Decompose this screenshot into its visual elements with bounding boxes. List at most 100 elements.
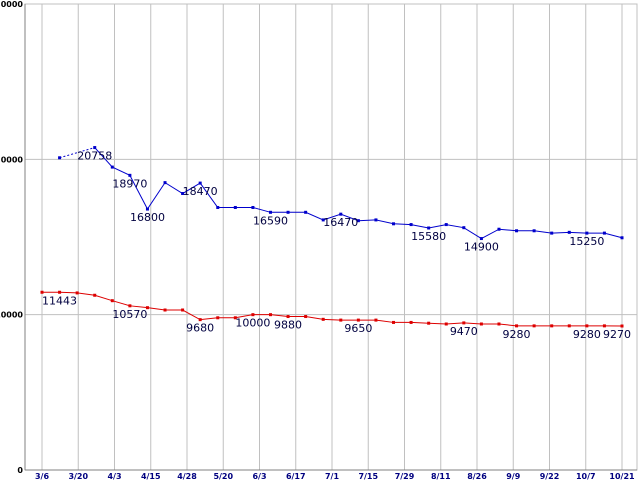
series-0-point (392, 222, 396, 226)
series-group (40, 146, 624, 328)
series-1-point (233, 316, 237, 320)
data-label: 16800 (130, 211, 165, 224)
axes (24, 4, 637, 471)
series-1-point (602, 324, 606, 328)
data-label: 10000 (235, 317, 270, 330)
data-label: 15580 (411, 230, 446, 243)
series-0-point (93, 146, 97, 150)
y-tick-label: 0 (17, 466, 23, 475)
x-tick-label: 10/7 (576, 472, 596, 480)
series-0-point (145, 207, 149, 211)
series-0-point (374, 218, 378, 222)
series-1-point (550, 324, 554, 328)
y-tick-label: 10000 (0, 311, 23, 320)
x-tick-label: 8/11 (431, 472, 451, 480)
series-0-point (497, 227, 501, 231)
y-tick-label: 20000 (0, 155, 23, 164)
series-0-point (181, 192, 185, 196)
data-label: 15250 (569, 235, 604, 248)
series-0-point (339, 212, 343, 216)
x-tick-label: 7/29 (395, 472, 415, 480)
series-1-point (75, 291, 79, 295)
x-tick-label: 7/1 (325, 472, 339, 480)
data-label: 9280 (503, 328, 531, 341)
x-tick-label: 5/20 (213, 472, 233, 480)
series-1-point (532, 324, 536, 328)
series-0-point (532, 229, 536, 233)
data-label: 20758 (77, 150, 112, 163)
data-label: 16470 (323, 216, 358, 229)
series-1-point (339, 318, 343, 322)
series-1-point (145, 306, 149, 310)
data-label: 9270 (603, 328, 631, 341)
series-1-point (198, 318, 202, 322)
y-tick-labels: 0 10000 20000 30000 (0, 0, 23, 475)
x-tick-label: 9/22 (540, 472, 560, 480)
series-0-point (515, 229, 519, 233)
data-label: 9680 (186, 322, 214, 335)
series-1-point (515, 324, 519, 328)
series-1-point (304, 315, 308, 319)
series-0-line (94, 147, 623, 240)
series-0-point (550, 231, 554, 235)
series-1-point (58, 290, 62, 294)
data-label: 9880 (274, 319, 302, 332)
series-1-line (42, 291, 623, 327)
series-0-point (198, 181, 202, 185)
series-1-point (356, 318, 360, 322)
series-0-point (110, 165, 114, 169)
series-1-point (409, 320, 413, 324)
series-1-point (427, 321, 431, 325)
series-1-point (181, 308, 185, 312)
series-0-point (462, 226, 466, 230)
series-1-point (286, 315, 290, 319)
series-1-point (374, 318, 378, 322)
data-label: 18970 (112, 177, 147, 190)
series-0-point (163, 181, 167, 185)
x-tick-label: 8/26 (467, 472, 487, 480)
data-label: 9470 (450, 325, 478, 338)
series-0-point (427, 226, 431, 230)
y-tick-label: 30000 (0, 0, 23, 9)
series-1-point (479, 322, 483, 326)
series-1-point (462, 321, 466, 325)
series-0-point (585, 231, 589, 235)
series-1-point (321, 317, 325, 321)
series-1-point (163, 308, 167, 312)
series-0-point (479, 237, 483, 241)
series-0-point (286, 210, 290, 214)
series-0-point (356, 219, 360, 223)
series-0-point (620, 236, 624, 240)
data-label: 9650 (344, 322, 372, 335)
series-0-point (128, 173, 132, 177)
data-label: 16590 (253, 214, 288, 227)
x-tick-label: 4/28 (177, 472, 197, 480)
data-label: 9280 (573, 328, 601, 341)
series-1-point (444, 322, 448, 326)
x-tick-labels: 3/6 3/20 4/3 4/15 4/28 5/20 6/3 6/17 7/1 7/15 7/29… (35, 472, 635, 480)
x-tick-label: 4/15 (141, 472, 161, 480)
x-tick-label: 10/21 (609, 472, 635, 480)
series-1-point (93, 293, 97, 297)
series-0-point (444, 223, 448, 227)
x-tick-label: 6/17 (286, 472, 306, 480)
series-1-point (392, 320, 396, 324)
data-label: 11443 (42, 294, 77, 307)
series-1-point (620, 324, 624, 328)
data-labels: 20758 18970 16800 18470 16590 16470 15580 14900… (42, 150, 631, 341)
series-0-point (268, 210, 272, 214)
data-label: 18470 (183, 185, 218, 198)
x-tick-label: 6/3 (252, 472, 266, 480)
series-0-point (251, 205, 255, 209)
series-1-point (497, 322, 501, 326)
series-1-point (110, 299, 114, 303)
series-0-point (567, 230, 571, 234)
series-1-point (567, 324, 571, 328)
series-1-point (251, 313, 255, 317)
series-1-point (216, 316, 220, 320)
x-tick-label: 3/6 (35, 472, 49, 480)
x-tick-label: 4/3 (107, 472, 121, 480)
series-0-point (304, 210, 308, 214)
series-0-point (233, 205, 237, 209)
